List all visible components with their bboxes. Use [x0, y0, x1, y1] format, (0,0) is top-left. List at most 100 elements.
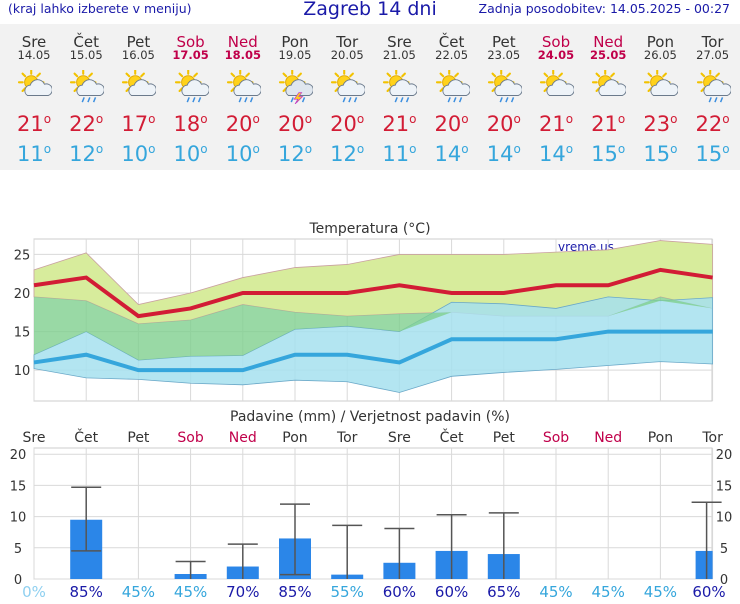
degree-symbol: o [304, 112, 313, 126]
max-temperature: 21o [530, 112, 582, 136]
degree-symbol: o [513, 142, 521, 156]
day-name: Pon [281, 33, 309, 51]
degree-symbol: o [722, 142, 730, 156]
precipitation-x-tick-label: Ned [594, 430, 622, 446]
charts-area: Temperatura (°C) 10 15 20 25 vreme.us Padavine… [0, 210, 740, 601]
min-temperature-value: 11 [382, 142, 410, 166]
precipitation-y-tick-label: 5 [14, 542, 22, 557]
min-temperature-value: 14 [486, 142, 514, 166]
max-temperature-value: 20 [330, 112, 357, 136]
max-temperature-value: 20 [486, 112, 514, 136]
precipitation-x-tick-label: Tor [336, 430, 358, 446]
day-name: Sre [21, 33, 47, 51]
max-temperature-value: 20 [434, 112, 462, 136]
sun-cloud-rain-icon [383, 68, 419, 104]
degree-symbol: o [670, 142, 678, 156]
max-temperature-value: 22 [695, 112, 723, 136]
min-temperature: 11o [373, 142, 425, 166]
min-temperature-value: 10 [121, 142, 149, 166]
precipitation-probability-label: 55% [331, 583, 364, 600]
day-name: Čet [438, 33, 465, 51]
max-temperature: 20o [426, 112, 478, 136]
day-date: 26.05 [643, 48, 677, 62]
temperature-y-tick-label: 20 [14, 287, 31, 302]
min-temperature-value: 15 [643, 142, 671, 166]
max-temperature-value: 21 [538, 112, 566, 136]
forecast-charts: Temperatura (°C)10152025vreme.usPadavine… [10, 221, 733, 601]
day-name: Pet [126, 33, 151, 51]
degree-symbol: o [200, 112, 208, 126]
max-temperature-value: 20 [277, 112, 305, 136]
precipitation-probability-label: 65% [487, 583, 520, 600]
precipitation-x-tick-label: Čet [74, 428, 98, 446]
min-temperature: 14o [530, 142, 582, 166]
temperature-range-overlap [34, 296, 713, 361]
precipitation-y-tick-label: 20 [10, 448, 27, 463]
precipitation-x-tick-label: Čet [440, 428, 464, 446]
min-temperature: 14o [478, 142, 530, 166]
min-temperature-value: 12 [277, 142, 305, 166]
day-date: 23.05 [487, 48, 521, 62]
sun-cloud-rain-icon [70, 68, 105, 104]
precipitation-probability-label: 45% [122, 583, 155, 600]
max-temperature-value: 18 [173, 112, 201, 136]
day-name: Čet [73, 33, 99, 51]
day-name: Sre [387, 33, 412, 51]
max-temperature: 20o [478, 112, 530, 136]
cloud-thunder-icon [278, 68, 314, 105]
day-date: 15.05 [69, 48, 103, 62]
max-temperature-value: 23 [643, 112, 671, 136]
degree-symbol: o [304, 142, 313, 156]
min-temperature: 15o [582, 142, 634, 166]
temperature-y-tick-label: 15 [14, 326, 31, 341]
min-temperature: 10o [112, 142, 164, 166]
degree-symbol: o [148, 142, 156, 156]
degree-symbol: o [617, 142, 626, 156]
max-temperature-value: 20 [225, 112, 253, 136]
min-temperature: 12o [269, 142, 321, 166]
degree-symbol: o [95, 112, 104, 126]
degree-symbol: o [200, 142, 208, 156]
degree-symbol: o [252, 142, 260, 156]
degree-symbol: o [409, 142, 417, 156]
precipitation-x-tick-label: Ned [229, 430, 257, 446]
max-temperature-value: 22 [69, 112, 96, 136]
degree-symbol: o [95, 142, 104, 156]
min-temperature-value: 15 [591, 142, 618, 166]
precipitation-y-tick-label: 15 [10, 479, 27, 494]
max-temperature: 20o [217, 112, 269, 136]
min-temperature-value: 14 [434, 142, 462, 166]
temperature-y-tick-label: 25 [14, 248, 31, 263]
day-date: 17.05 [172, 48, 209, 62]
precipitation-x-tick-label: Pet [127, 430, 150, 446]
day-date: 21.05 [382, 48, 416, 62]
max-temperature: 22o [687, 112, 739, 136]
min-temperature: 15o [634, 142, 686, 166]
precipitation-x-tick-label: Tor [701, 430, 723, 446]
max-temperature-value: 17 [121, 112, 149, 136]
degree-symbol: o [461, 112, 469, 126]
day-name: Ned [593, 33, 624, 51]
precipitation-x-tick-label: Pon [648, 430, 673, 446]
day-date: 22.05 [435, 48, 469, 62]
degree-symbol: o [43, 142, 52, 156]
min-temperature: 11o [8, 142, 60, 166]
precipitation-probability-label: 0% [22, 583, 46, 600]
header: (kraj lahko izberete v meniju) Zagreb 14… [0, 0, 740, 22]
sun-cloud-icon [592, 68, 627, 104]
max-temperature: 20o [321, 112, 373, 136]
degree-symbol: o [252, 112, 260, 126]
min-temperature-line [33, 329, 713, 373]
day-date: 16.05 [121, 48, 155, 62]
precipitation-probability-label: 45% [539, 583, 572, 600]
day-name: Tor [701, 33, 724, 51]
min-temperature: 12o [60, 142, 112, 166]
degree-symbol: o [356, 112, 365, 126]
location-menu-hint[interactable]: (kraj lahko izberete v meniju) [8, 1, 192, 16]
sun-cloud-icon [122, 68, 158, 104]
sun-cloud-rain-icon [174, 68, 210, 104]
precipitation-y-tick-label-right: 15 [716, 479, 733, 494]
day-name: Sob [541, 33, 571, 51]
day-name: Sob [176, 33, 205, 51]
day-date: 20.05 [330, 48, 364, 62]
